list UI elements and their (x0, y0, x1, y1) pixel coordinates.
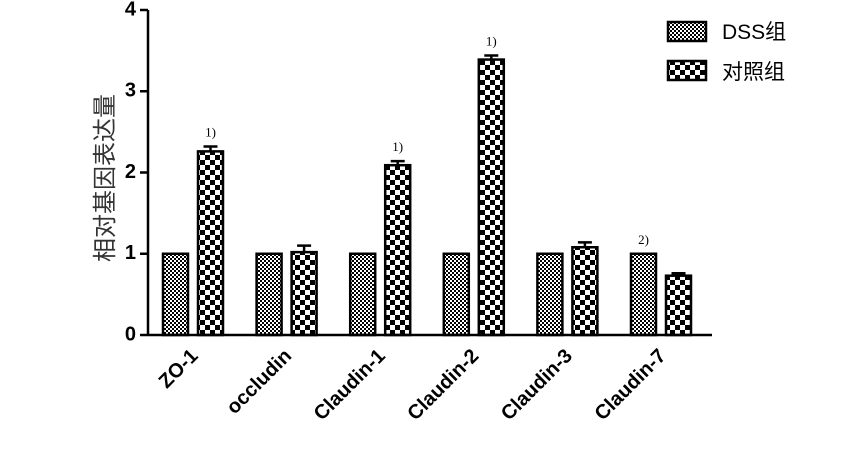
bar (348, 252, 377, 337)
y-tick-label: 2 (125, 161, 136, 183)
x-tick-label: occludin (222, 345, 296, 419)
bar (442, 252, 471, 337)
bar (196, 150, 225, 337)
significance-annotation: 1) (392, 139, 403, 154)
x-tick-label: Claudin-1 (310, 345, 390, 425)
legend-label-dss: DSS组 (722, 21, 786, 44)
bar (383, 163, 412, 337)
bar (664, 274, 693, 337)
y-axis-label: 相对基因表达量 (91, 94, 119, 262)
bar (290, 250, 318, 337)
significance-annotation: 2) (638, 232, 649, 247)
plot-area: 1) 1) 1) 2) (161, 34, 693, 337)
legend: DSS组 对照组 (666, 20, 786, 84)
x-tick-label: Claudin-2 (403, 345, 483, 425)
legend-label-control: 对照组 (722, 61, 785, 84)
bar (571, 246, 599, 337)
x-tick-label: ZO-1 (155, 345, 203, 393)
legend-swatch-control (666, 59, 708, 82)
significance-annotation: 1) (486, 34, 497, 49)
legend-swatch-dss (666, 20, 708, 43)
x-tick-label: Claudin-7 (591, 345, 671, 425)
bar (161, 252, 190, 337)
y-tick-label: 0 (125, 323, 136, 345)
y-tick-label: 3 (125, 80, 136, 102)
bar (536, 252, 564, 337)
y-tick-label: 4 (125, 0, 137, 20)
y-axis: 0 1 2 3 4 相对基因表达量 (91, 0, 150, 345)
bar (477, 58, 506, 337)
y-ticks: 0 1 2 3 4 (125, 0, 148, 345)
x-axis: ZO-1 occludin Claudin-1 Claudin-2 Claudin-3 C… (148, 333, 712, 425)
significance-annotation: 1) (205, 125, 216, 140)
y-tick-label: 1 (125, 242, 136, 264)
x-tick-labels: ZO-1 occludin Claudin-1 Claudin-2 Claudin-3 C… (155, 345, 671, 425)
bar (629, 252, 658, 337)
bar (255, 252, 283, 337)
x-tick-label: Claudin-3 (497, 345, 577, 425)
